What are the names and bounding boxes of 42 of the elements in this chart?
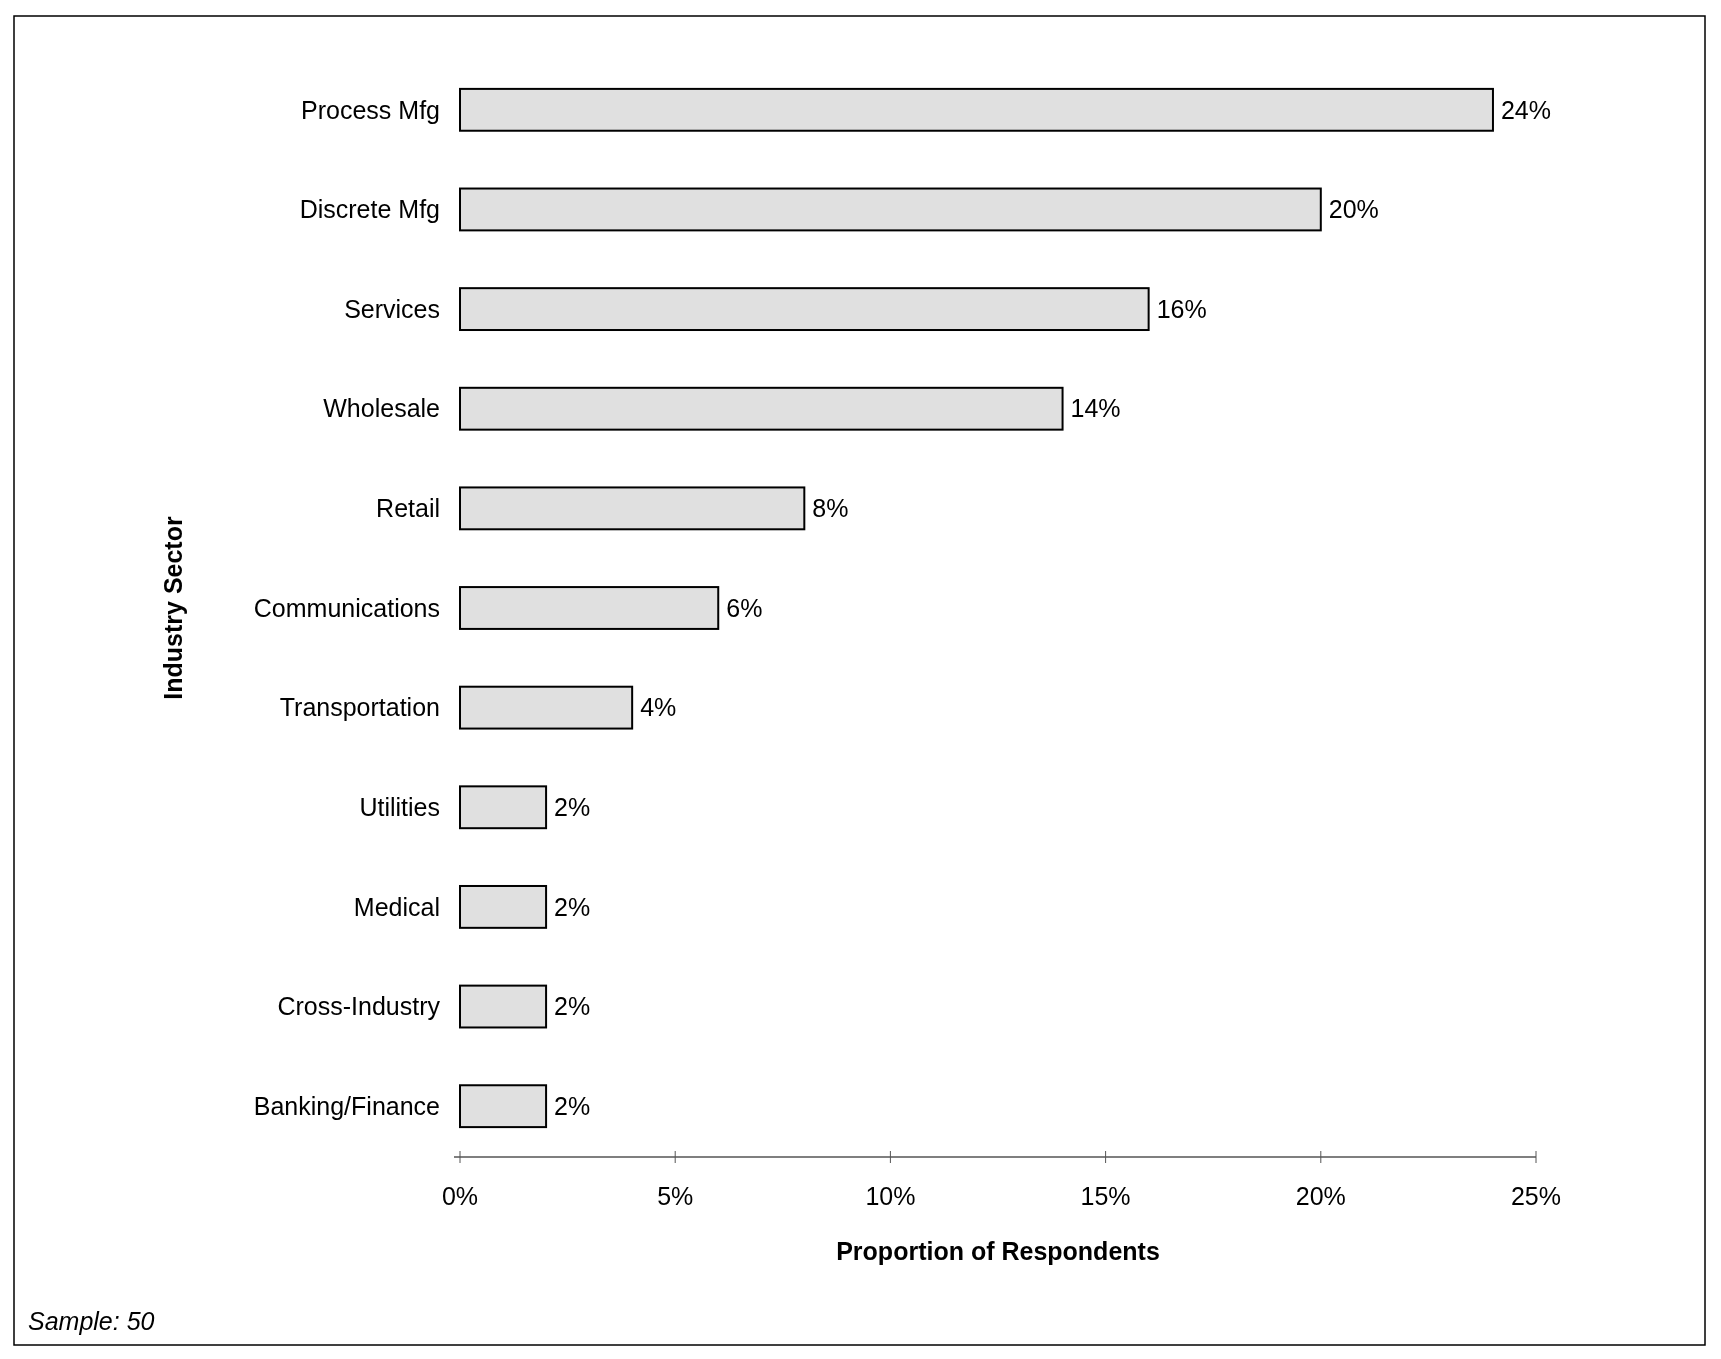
bar <box>459 984 548 1029</box>
data-label: 2% <box>554 892 591 921</box>
data-label: 24% <box>1500 95 1552 124</box>
bar <box>459 586 720 630</box>
x-tick-label: 10% <box>865 1182 916 1210</box>
x-tick-label: 25% <box>1510 1182 1562 1210</box>
data-label: 6% <box>726 593 763 622</box>
data-label: 8% <box>812 494 849 523</box>
x-tick-label: 0% <box>441 1182 479 1210</box>
x-tick-label: 20% <box>1295 1182 1346 1210</box>
data-label: 14% <box>1070 394 1121 423</box>
y-tick-label: Discrete Mfg <box>299 195 440 224</box>
y-tick-label: Wholesale <box>323 394 440 423</box>
y-tick-label: Cross-Industry <box>277 992 441 1021</box>
bar <box>459 1084 548 1129</box>
bar <box>459 685 634 730</box>
data-label: 2% <box>554 992 591 1021</box>
data-label: 4% <box>640 693 677 722</box>
y-axis-title: Industry Sector <box>159 516 187 700</box>
bar <box>459 386 1064 431</box>
y-tick-label: Transportation <box>279 693 440 722</box>
x-tick-label: 5% <box>657 1182 694 1210</box>
bar <box>459 187 1322 232</box>
bar <box>459 87 1494 132</box>
data-label: 2% <box>554 1091 591 1120</box>
bar <box>459 287 1150 332</box>
data-label: 20% <box>1328 195 1379 224</box>
text: Sample: 50 <box>28 1307 155 1335</box>
y-tick-label: Services <box>344 294 440 323</box>
data-label: 2% <box>554 793 591 822</box>
y-tick-label: Communications <box>253 593 440 622</box>
y-tick-label: Banking/Finance <box>253 1091 440 1120</box>
bar <box>459 884 548 929</box>
bar <box>459 486 806 531</box>
x-axis-title: Proportion of Respondents <box>836 1237 1160 1265</box>
y-tick-label: Utilities <box>359 793 440 822</box>
y-tick-label: Retail <box>376 494 440 523</box>
data-label: 16% <box>1156 294 1207 323</box>
x-tick-label: 15% <box>1080 1182 1131 1210</box>
y-tick-label: Medical <box>353 892 440 921</box>
bar <box>459 785 548 830</box>
y-tick-label: Process Mfg <box>301 95 440 124</box>
